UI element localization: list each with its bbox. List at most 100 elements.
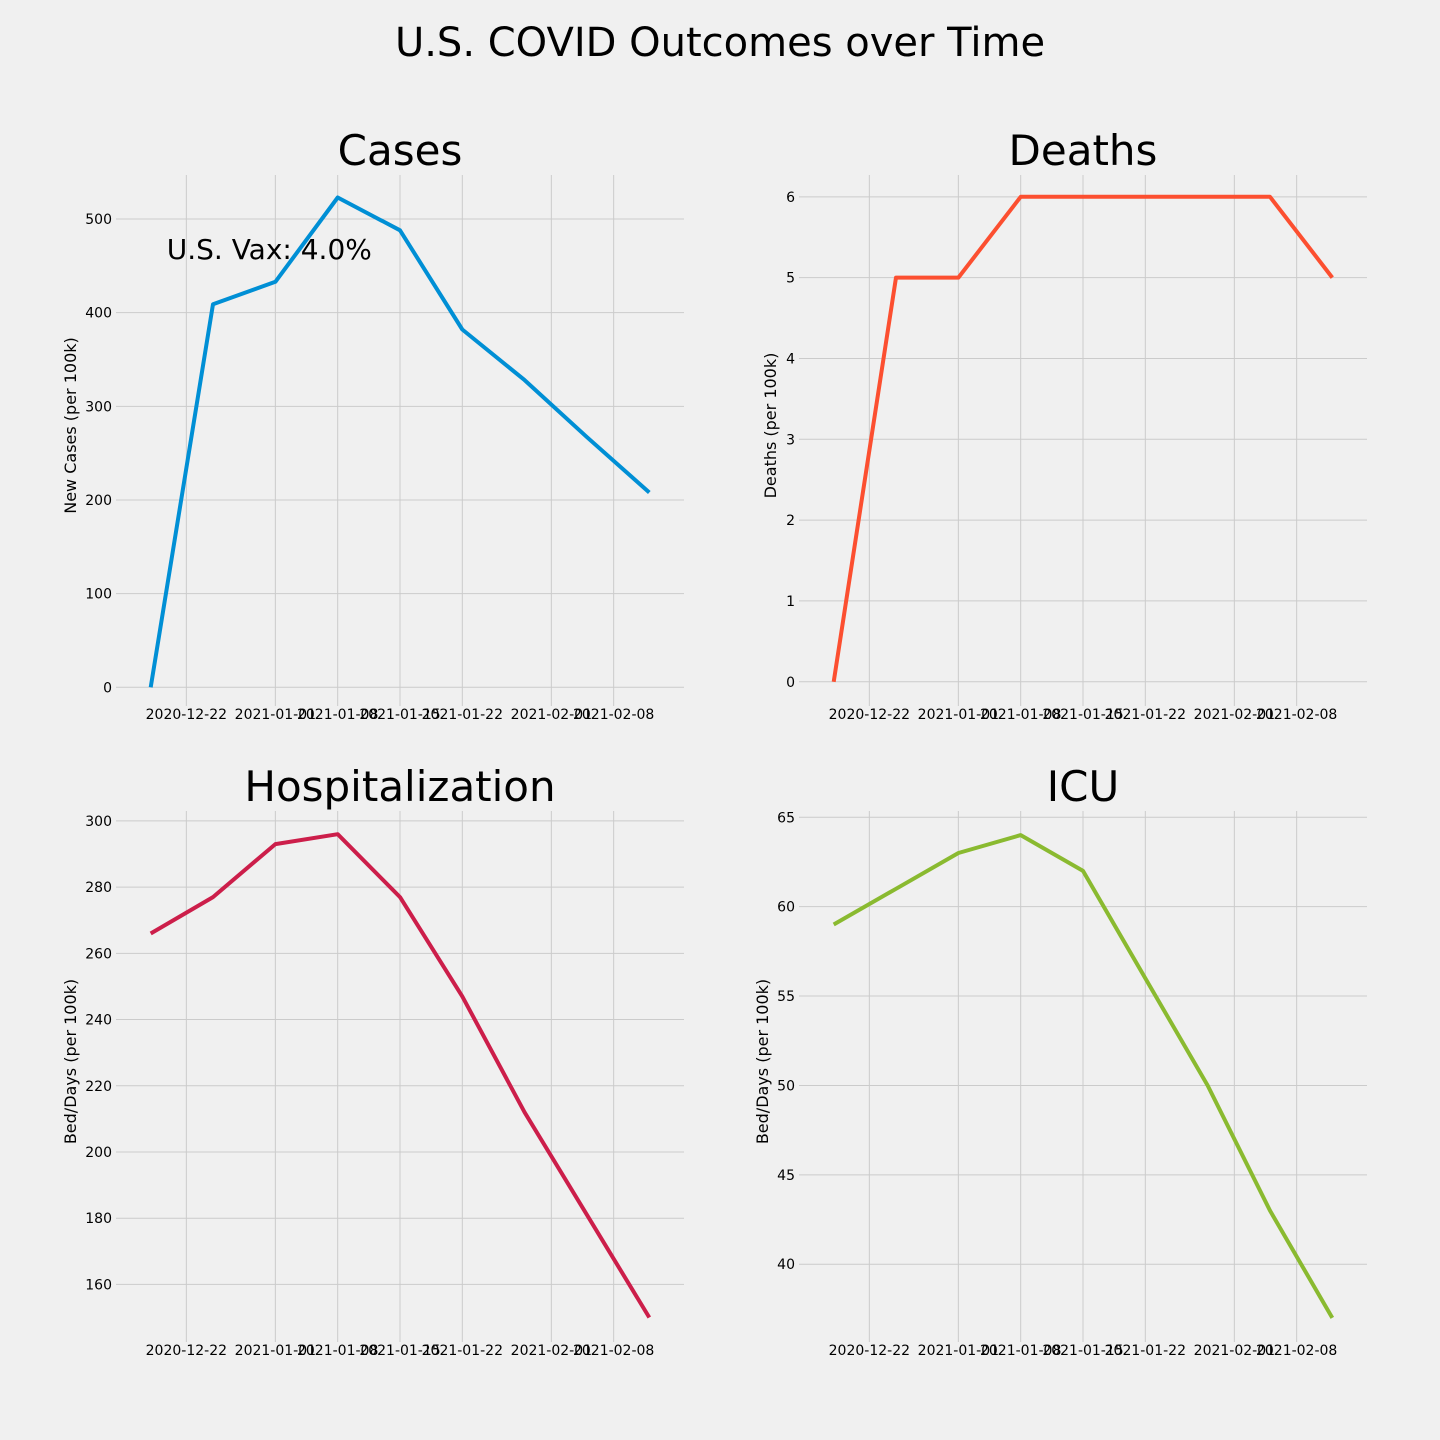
data-point bbox=[1081, 869, 1085, 873]
series-line bbox=[831, 194, 1334, 683]
data-point bbox=[1019, 195, 1023, 199]
x-tick-label: 2021-02-08 bbox=[1256, 1343, 1337, 1359]
series-line bbox=[832, 833, 1335, 1319]
data-point bbox=[398, 895, 402, 899]
data-point bbox=[1268, 1209, 1272, 1213]
x-tick-label: 2021-02-01 bbox=[1194, 707, 1275, 723]
data-point bbox=[1206, 195, 1210, 199]
data-point bbox=[336, 195, 340, 199]
x-tick-label: 2021-01-08 bbox=[980, 1343, 1061, 1359]
x-tick-label: 2021-01-15 bbox=[1042, 707, 1123, 723]
y-tick-label: 65 bbox=[777, 810, 795, 826]
data-point bbox=[460, 328, 464, 332]
x-tick-label: 2021-01-01 bbox=[918, 1343, 999, 1359]
data-point bbox=[647, 490, 651, 494]
x-tick-label: 2021-02-01 bbox=[511, 707, 592, 723]
x-tick-label: 2021-01-08 bbox=[980, 707, 1061, 723]
series-line bbox=[149, 832, 652, 1319]
data-point bbox=[1081, 195, 1085, 199]
x-tick-label: 2021-01-22 bbox=[1105, 707, 1186, 723]
data-point bbox=[1143, 195, 1147, 199]
y-tick-label: 100 bbox=[85, 587, 112, 603]
y-tick-label: 50 bbox=[777, 1078, 795, 1094]
data-point bbox=[1330, 1316, 1334, 1320]
y-tick-label: 55 bbox=[777, 989, 795, 1005]
y-axis-label: Deaths (per 100k) bbox=[761, 353, 780, 499]
x-tick-label: 2021-02-08 bbox=[573, 1343, 654, 1359]
x-tick-label: 2021-01-22 bbox=[422, 1343, 503, 1359]
data-point bbox=[1268, 195, 1272, 199]
y-tick-label: 0 bbox=[786, 675, 795, 691]
x-tick-label: 2021-01-22 bbox=[422, 707, 503, 723]
subplot-title: Cases bbox=[338, 126, 463, 175]
y-tick-label: 4 bbox=[786, 351, 795, 367]
series-line bbox=[148, 195, 651, 688]
data-point bbox=[149, 685, 153, 689]
x-tick-label: 2020-12-22 bbox=[146, 1343, 227, 1359]
data-point bbox=[1206, 1083, 1210, 1087]
y-tick-label: 200 bbox=[85, 1145, 112, 1161]
data-point bbox=[832, 680, 836, 684]
data-point bbox=[894, 276, 898, 280]
data-point bbox=[211, 895, 215, 899]
data-point bbox=[211, 302, 215, 306]
data-point bbox=[956, 276, 960, 280]
data-point bbox=[585, 1213, 589, 1217]
x-tick-label: 2021-02-01 bbox=[1194, 1343, 1275, 1359]
y-tick-label: 500 bbox=[85, 212, 112, 228]
y-tick-label: 1 bbox=[786, 594, 795, 610]
y-tick-label: 180 bbox=[85, 1211, 112, 1227]
x-tick-label: 2021-02-01 bbox=[511, 1343, 592, 1359]
x-tick-label: 2020-12-22 bbox=[829, 1343, 910, 1359]
subplot-title: Hospitalization bbox=[244, 762, 555, 811]
subplot-icu: 2020-12-22 2021-01-012021-01-082021-01-15… bbox=[753, 762, 1367, 1359]
y-tick-label: 5 bbox=[786, 271, 795, 287]
y-tick-label: 0 bbox=[103, 680, 112, 696]
y-tick-label: 160 bbox=[85, 1277, 112, 1293]
y-tick-label: 200 bbox=[85, 493, 112, 509]
data-point bbox=[1019, 833, 1023, 837]
y-tick-label: 300 bbox=[85, 399, 112, 415]
subplot-hospitalization: 2020-12-22 2021-01-012021-01-082021-01-15… bbox=[61, 762, 684, 1359]
x-tick-label: 2021-01-08 bbox=[297, 707, 378, 723]
data-point bbox=[832, 923, 836, 927]
data-point bbox=[336, 832, 340, 836]
figure-title: U.S. COVID Outcomes over Time bbox=[394, 20, 1046, 66]
y-axis-label: Bed/Days (per 100k) bbox=[753, 979, 772, 1144]
data-point bbox=[647, 1316, 651, 1320]
x-tick-label: 2021-02-08 bbox=[1256, 707, 1337, 723]
x-tick-label: 2021-02-08 bbox=[573, 707, 654, 723]
data-point bbox=[585, 435, 589, 439]
x-tick-label: 2021-01-15 bbox=[1042, 1343, 1123, 1359]
data-point bbox=[149, 931, 153, 935]
data-point bbox=[273, 842, 277, 846]
data-point bbox=[523, 1110, 527, 1114]
data-point bbox=[1330, 276, 1334, 280]
x-tick-label: 2020-12-22 bbox=[146, 707, 227, 723]
data-point bbox=[273, 280, 277, 284]
x-tick-label: 2021-01-01 bbox=[918, 707, 999, 723]
x-tick-label: 2021-01-01 bbox=[235, 1343, 316, 1359]
data-point bbox=[894, 887, 898, 891]
x-tick-label: 2021-01-01 bbox=[235, 707, 316, 723]
y-tick-label: 400 bbox=[85, 306, 112, 322]
data-point bbox=[523, 378, 527, 382]
y-tick-label: 3 bbox=[786, 432, 795, 448]
data-point bbox=[460, 994, 464, 998]
data-point bbox=[956, 851, 960, 855]
data-point bbox=[1143, 976, 1147, 980]
subplot-title: Deaths bbox=[1009, 126, 1158, 175]
y-axis-label: New Cases (per 100k) bbox=[61, 337, 80, 514]
subplot-deaths: 2020-12-22 2021-01-012021-01-082021-01-15… bbox=[761, 126, 1367, 723]
x-tick-label: 2021-01-08 bbox=[297, 1343, 378, 1359]
x-tick-label: 2021-01-15 bbox=[359, 707, 440, 723]
y-tick-label: 40 bbox=[777, 1257, 795, 1273]
y-tick-label: 2 bbox=[786, 513, 795, 529]
y-tick-label: 45 bbox=[777, 1168, 795, 1184]
y-tick-label: 60 bbox=[777, 900, 795, 916]
x-tick-label: 2020-12-22 bbox=[829, 707, 910, 723]
x-tick-label: 2021-01-22 bbox=[1105, 1343, 1186, 1359]
y-axis-label: Bed/Days (per 100k) bbox=[61, 979, 80, 1144]
x-tick-label: 2021-01-15 bbox=[359, 1343, 440, 1359]
